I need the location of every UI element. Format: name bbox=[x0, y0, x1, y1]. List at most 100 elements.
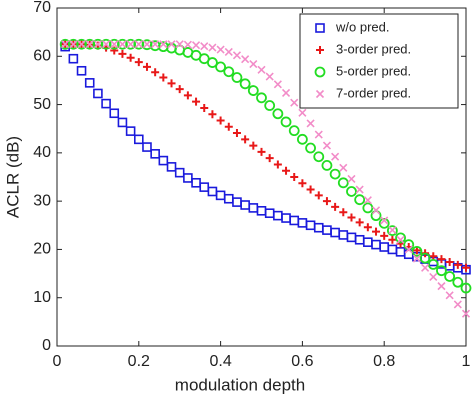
marker-x bbox=[290, 98, 299, 107]
marker-x bbox=[453, 300, 462, 309]
marker-square bbox=[84, 78, 95, 88]
marker-circle bbox=[288, 125, 300, 137]
marker-plus bbox=[232, 129, 241, 138]
marker-square bbox=[76, 65, 87, 76]
marker-circle bbox=[314, 66, 326, 78]
marker-x bbox=[77, 40, 86, 49]
marker-x bbox=[265, 72, 274, 81]
marker-circle bbox=[207, 57, 218, 68]
legend: w/o pred. 3-order pred. 5-order pred. 7-ord… bbox=[299, 13, 459, 109]
marker-circle bbox=[305, 142, 316, 154]
marker-x bbox=[191, 41, 201, 50]
marker-square bbox=[297, 218, 308, 228]
marker-square bbox=[305, 220, 316, 231]
marker-circle bbox=[215, 61, 227, 73]
y-tick-label: 70 bbox=[33, 0, 51, 16]
marker-x bbox=[69, 40, 78, 49]
marker-plus bbox=[134, 58, 143, 67]
marker-plus bbox=[224, 122, 233, 131]
marker-plus bbox=[183, 91, 192, 100]
marker-square bbox=[191, 177, 201, 188]
y-tick-label: 20 bbox=[33, 241, 51, 258]
marker-square bbox=[281, 213, 291, 223]
marker-square bbox=[395, 247, 406, 257]
marker-circle bbox=[256, 92, 267, 104]
marker-x bbox=[388, 226, 397, 235]
marker-square bbox=[134, 134, 144, 145]
y-tick-label: 0 bbox=[42, 337, 51, 354]
marker-x bbox=[151, 40, 160, 49]
x-tick-label: 0.8 bbox=[373, 353, 395, 370]
marker-circle bbox=[264, 100, 276, 111]
marker-circle bbox=[444, 271, 456, 282]
marker-square bbox=[183, 173, 193, 183]
marker-plus bbox=[265, 154, 274, 163]
marker-plus bbox=[453, 260, 462, 269]
marker-x bbox=[257, 65, 266, 74]
marker-x bbox=[142, 40, 152, 49]
marker-circle bbox=[223, 66, 235, 78]
marker-plus bbox=[372, 227, 381, 236]
marker-x bbox=[347, 174, 356, 183]
marker-x bbox=[315, 89, 325, 99]
marker-x bbox=[118, 40, 127, 49]
marker-plus bbox=[462, 263, 470, 272]
marker-circle bbox=[321, 160, 333, 171]
marker-plus bbox=[363, 223, 372, 232]
marker-x bbox=[249, 59, 258, 69]
marker-x bbox=[314, 130, 323, 139]
x-tick-label: 0 bbox=[53, 353, 62, 370]
marker-circle bbox=[247, 85, 259, 96]
marker-square bbox=[174, 167, 185, 178]
marker-x bbox=[102, 40, 111, 49]
marker-x bbox=[355, 185, 364, 194]
marker-plus bbox=[316, 46, 324, 54]
x-tick-label: 1 bbox=[462, 353, 471, 370]
marker-square bbox=[289, 215, 300, 226]
marker-square bbox=[158, 155, 169, 166]
marker-square bbox=[346, 232, 357, 243]
marker-x bbox=[396, 235, 405, 244]
marker-square bbox=[142, 142, 152, 152]
marker-plus bbox=[339, 208, 348, 217]
marker-circle bbox=[337, 177, 349, 189]
marker-plus bbox=[445, 257, 454, 266]
marker-plus bbox=[437, 255, 446, 264]
marker-x bbox=[363, 196, 372, 205]
marker-square bbox=[117, 117, 128, 128]
marker-x bbox=[175, 40, 184, 49]
marker-square bbox=[248, 203, 259, 213]
marker-square bbox=[371, 239, 381, 250]
x-tick-label: 0.2 bbox=[128, 353, 150, 370]
marker-square bbox=[354, 234, 365, 245]
marker-plus bbox=[208, 110, 217, 119]
marker-x bbox=[232, 51, 242, 60]
marker-circle bbox=[436, 265, 447, 277]
y-tick-label: 30 bbox=[33, 192, 51, 209]
marker-square bbox=[215, 190, 226, 201]
marker-x bbox=[404, 245, 413, 254]
marker-circle bbox=[313, 151, 325, 163]
marker-plus bbox=[273, 160, 282, 169]
marker-plus bbox=[290, 173, 299, 181]
marker-plus bbox=[167, 79, 176, 88]
marker-square bbox=[240, 200, 250, 210]
y-tick-label: 40 bbox=[33, 144, 51, 161]
marker-x bbox=[273, 80, 282, 89]
marker-x bbox=[216, 45, 225, 54]
marker-x bbox=[93, 40, 102, 49]
legend-label: 7-order pred. bbox=[336, 85, 411, 100]
marker-plus bbox=[257, 147, 266, 156]
marker-plus bbox=[380, 231, 389, 240]
marker-square bbox=[379, 242, 390, 252]
marker-plus bbox=[388, 235, 397, 244]
marker-plus bbox=[175, 85, 184, 94]
series bbox=[60, 41, 471, 275]
marker-x bbox=[445, 291, 454, 300]
marker-square bbox=[264, 208, 275, 219]
marker-circle bbox=[362, 202, 374, 214]
marker-square bbox=[387, 244, 398, 255]
marker-x bbox=[298, 108, 307, 117]
plot-frame bbox=[56, 7, 467, 347]
